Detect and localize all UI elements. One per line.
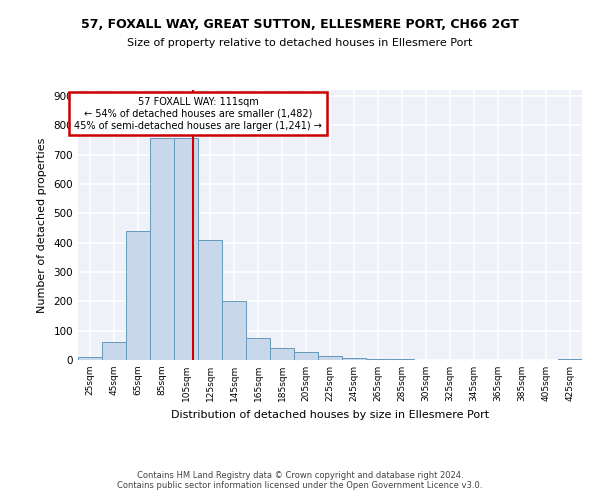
Y-axis label: Number of detached properties: Number of detached properties [37,138,47,312]
Bar [342,358,366,360]
X-axis label: Distribution of detached houses by size in Ellesmere Port: Distribution of detached houses by size … [171,410,489,420]
Bar [174,138,198,360]
Text: 57, FOXALL WAY, GREAT SUTTON, ELLESMERE PORT, CH66 2GT: 57, FOXALL WAY, GREAT SUTTON, ELLESMERE … [81,18,519,30]
Bar [198,240,222,360]
Bar [558,358,582,360]
Bar [294,352,318,360]
Bar [270,348,294,360]
Bar [126,231,150,360]
Bar [366,358,390,360]
Text: Contains HM Land Registry data © Crown copyright and database right 2024.
Contai: Contains HM Land Registry data © Crown c… [118,470,482,490]
Text: 57 FOXALL WAY: 111sqm
← 54% of detached houses are smaller (1,482)
45% of semi-d: 57 FOXALL WAY: 111sqm ← 54% of detached … [74,98,322,130]
Bar [150,138,174,360]
Bar [78,357,102,360]
Bar [222,302,246,360]
Bar [318,356,342,360]
Bar [246,338,270,360]
Bar [102,342,126,360]
Text: Size of property relative to detached houses in Ellesmere Port: Size of property relative to detached ho… [127,38,473,48]
